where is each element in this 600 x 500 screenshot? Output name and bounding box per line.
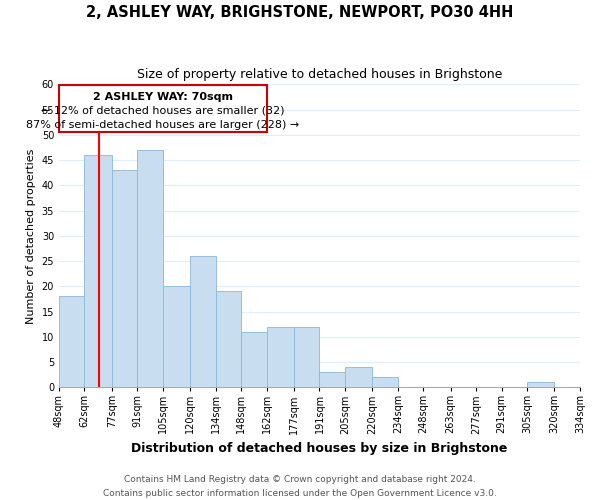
Bar xyxy=(527,382,554,387)
Title: Size of property relative to detached houses in Brighstone: Size of property relative to detached ho… xyxy=(137,68,502,80)
Bar xyxy=(85,155,112,387)
Bar xyxy=(294,326,319,387)
Text: 2, ASHLEY WAY, BRIGHSTONE, NEWPORT, PO30 4HH: 2, ASHLEY WAY, BRIGHSTONE, NEWPORT, PO30… xyxy=(86,5,514,20)
Bar xyxy=(215,292,241,387)
FancyBboxPatch shape xyxy=(59,86,266,132)
Bar xyxy=(190,256,215,387)
Bar xyxy=(319,372,345,387)
X-axis label: Distribution of detached houses by size in Brighstone: Distribution of detached houses by size … xyxy=(131,442,508,455)
Bar xyxy=(137,150,163,387)
Bar xyxy=(163,286,190,387)
Bar xyxy=(112,170,137,387)
Y-axis label: Number of detached properties: Number of detached properties xyxy=(26,148,36,324)
Bar xyxy=(266,326,294,387)
Bar xyxy=(345,367,373,387)
Text: 87% of semi-detached houses are larger (228) →: 87% of semi-detached houses are larger (… xyxy=(26,120,299,130)
Text: 2 ASHLEY WAY: 70sqm: 2 ASHLEY WAY: 70sqm xyxy=(93,92,233,102)
Text: ← 12% of detached houses are smaller (32): ← 12% of detached houses are smaller (32… xyxy=(41,106,284,116)
Bar xyxy=(59,296,85,387)
Text: Contains HM Land Registry data © Crown copyright and database right 2024.
Contai: Contains HM Land Registry data © Crown c… xyxy=(103,476,497,498)
Bar xyxy=(373,377,398,387)
Bar xyxy=(241,332,266,387)
